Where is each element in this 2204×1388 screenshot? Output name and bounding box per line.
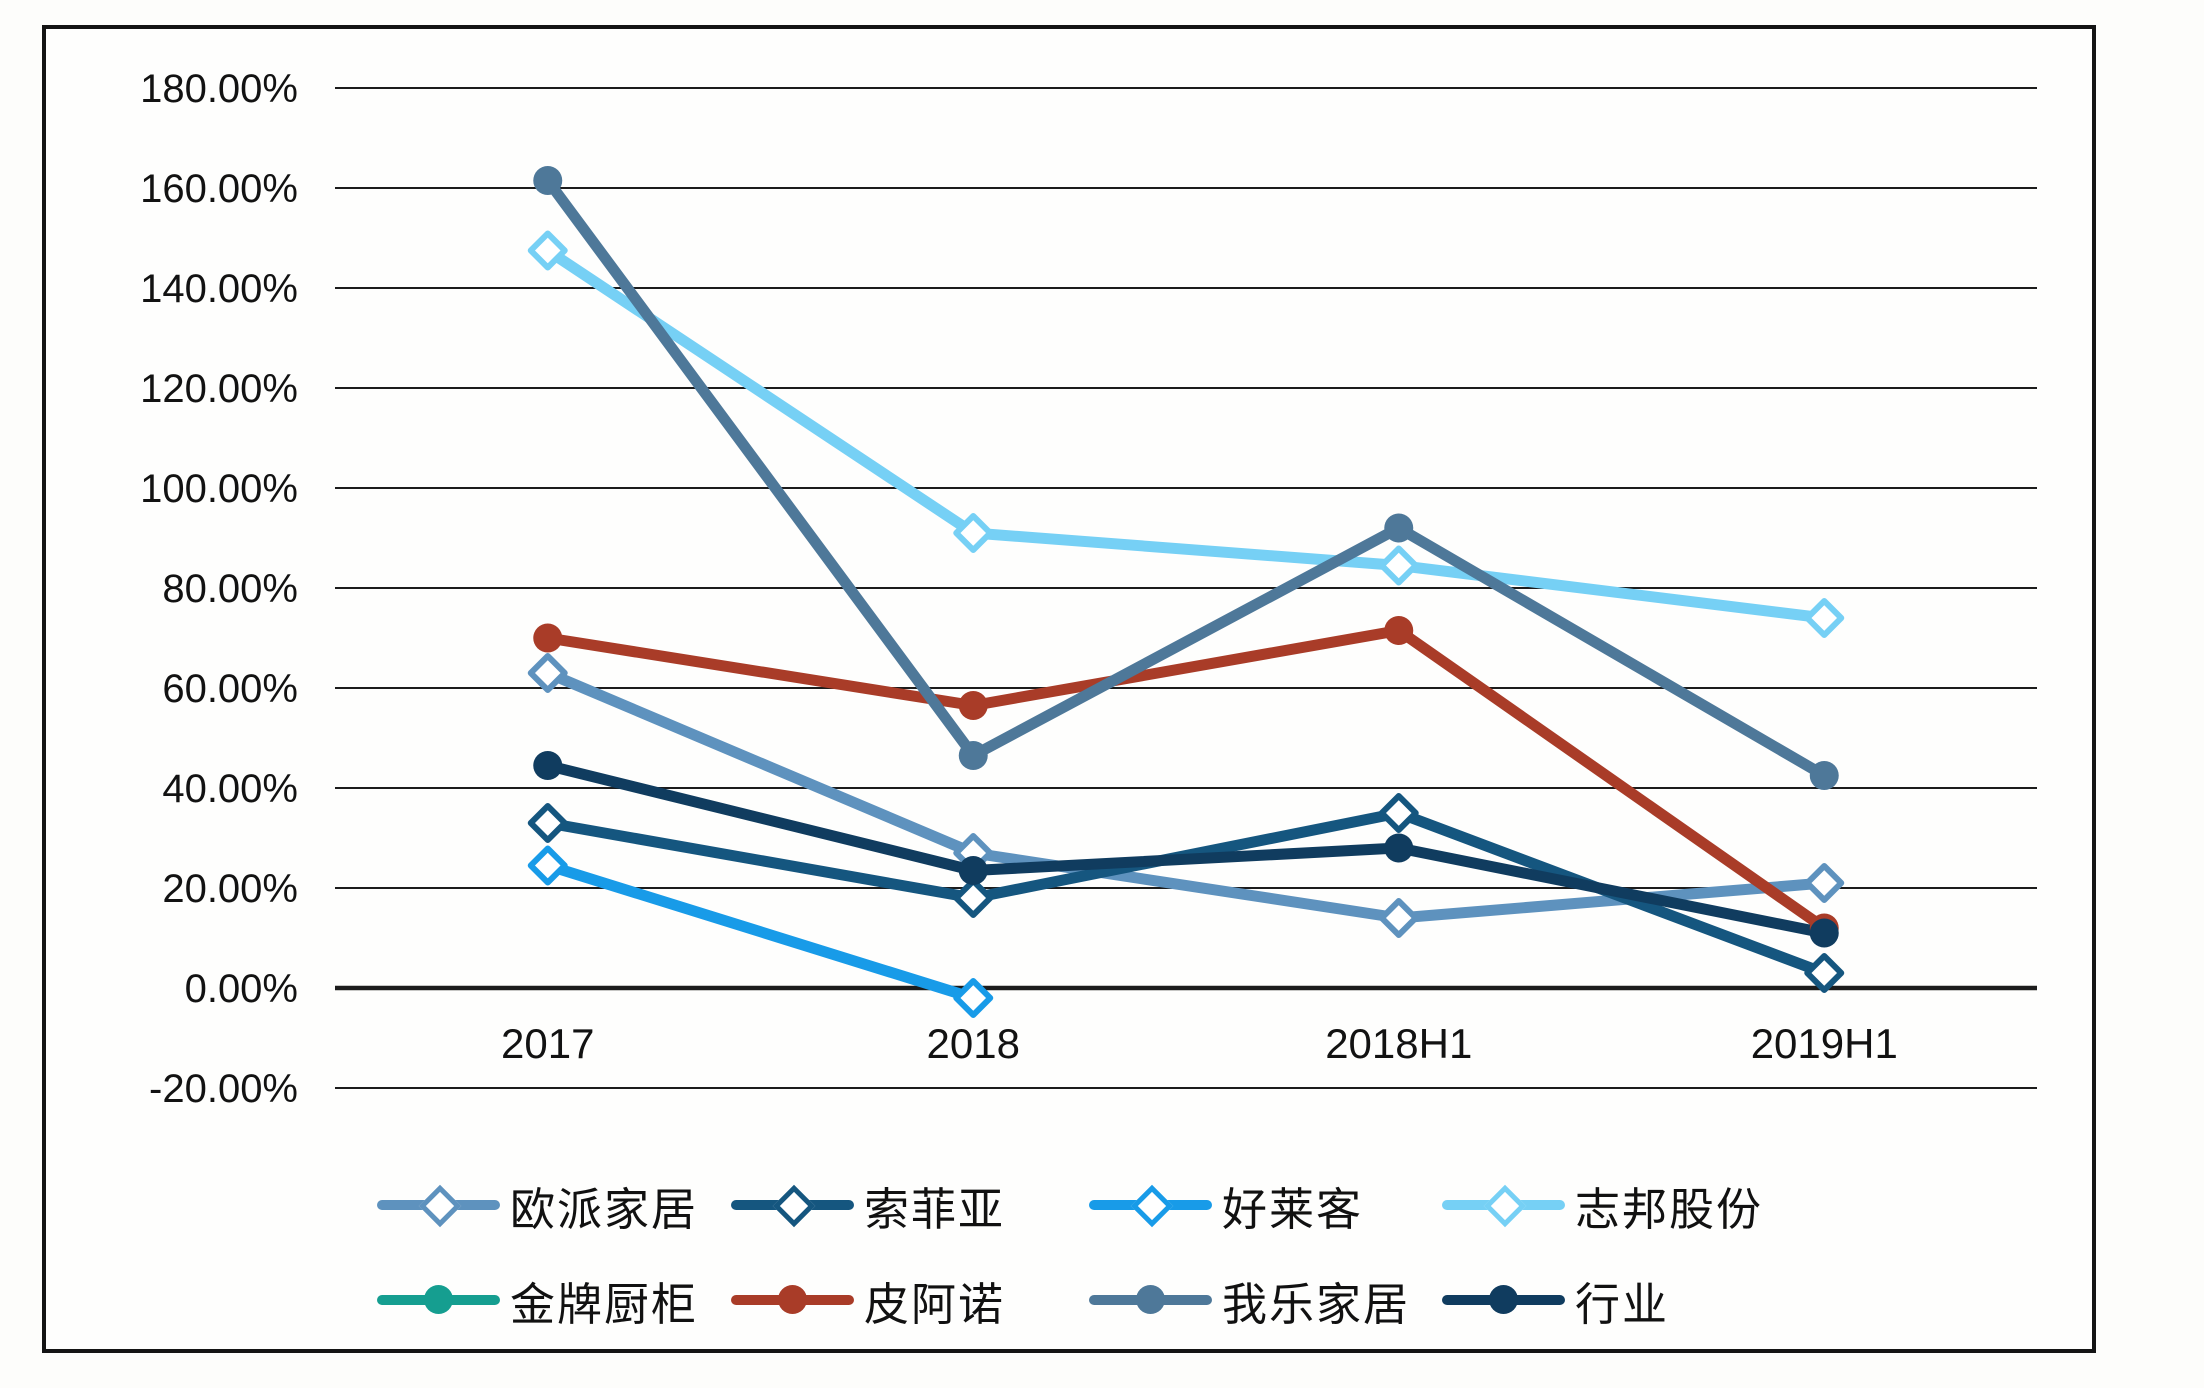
- circle-marker: [1384, 513, 1414, 543]
- circle-marker: [1384, 616, 1414, 645]
- x-axis-category-label: 2017: [501, 1020, 594, 1067]
- legend-marker-diamond-icon: [772, 1184, 816, 1228]
- circle-marker: [533, 623, 563, 653]
- legend-item: 我乐家居: [1089, 1268, 1410, 1332]
- legend-item: 行业: [1442, 1268, 1669, 1332]
- y-axis-tick-label: 120.00%: [140, 367, 298, 411]
- y-axis-tick-label: 0.00%: [185, 967, 298, 1011]
- circle-marker: [958, 741, 988, 770]
- legend-label: 行业: [1575, 1278, 1670, 1330]
- series-line: [542, 667, 1830, 924]
- legend-label: 皮阿诺: [864, 1278, 1006, 1330]
- legend-item: 志邦股份: [1442, 1173, 1763, 1237]
- legend-item: 金牌厨柜: [377, 1268, 698, 1332]
- legend-label: 金牌厨柜: [510, 1278, 699, 1330]
- legend-swatch-diamond-icon: [377, 1173, 500, 1237]
- circle-marker: [958, 691, 988, 720]
- circle-marker: [1809, 761, 1839, 790]
- x-axis-category-label: 2018: [927, 1020, 1020, 1067]
- y-axis-tick-label: 80.00%: [162, 567, 298, 611]
- legend-label: 欧派家居: [510, 1183, 699, 1235]
- y-axis-tick-label: 140.00%: [140, 267, 298, 311]
- legend-item: 欧派家居: [377, 1173, 698, 1237]
- diamond-marker: [1804, 598, 1845, 638]
- y-axis-tick-label: 160.00%: [140, 167, 298, 211]
- diamond-marker: [1804, 863, 1845, 903]
- legend-swatch-circle-icon: [377, 1268, 500, 1332]
- legend-swatch-diamond-icon: [1442, 1173, 1565, 1237]
- y-axis-tick-label: 60.00%: [162, 667, 298, 711]
- legend-marker-diamond-icon: [418, 1184, 462, 1228]
- diamond-marker: [527, 230, 568, 271]
- diamond-marker: [527, 653, 568, 693]
- legend-marker-circle-icon: [1489, 1285, 1518, 1314]
- y-axis-tick-label: 180.00%: [140, 67, 298, 111]
- legend-marker-circle-icon: [424, 1285, 453, 1314]
- diamond-marker: [527, 803, 568, 843]
- legend-item: 好莱客: [1089, 1173, 1363, 1237]
- y-axis-tick-label: -20.00%: [149, 1067, 298, 1111]
- legend-swatch-circle-icon: [1089, 1268, 1212, 1332]
- legend-swatch-circle-icon: [1442, 1268, 1565, 1332]
- x-axis-category-label: 2019H1: [1751, 1020, 1898, 1067]
- circle-marker: [533, 751, 563, 780]
- legend-label: 索菲亚: [864, 1183, 1006, 1235]
- legend-marker-diamond-icon: [1483, 1184, 1527, 1228]
- series-line: [542, 860, 979, 1004]
- legend-swatch-diamond-icon: [731, 1173, 854, 1237]
- legend-label: 好莱客: [1222, 1183, 1364, 1235]
- series-line: [542, 625, 1830, 934]
- y-axis-tick-label: 20.00%: [162, 867, 298, 911]
- y-axis-tick-label: 100.00%: [140, 467, 298, 511]
- diamond-marker: [1378, 793, 1419, 833]
- diamond-marker: [953, 878, 994, 918]
- y-axis-tick-label: 40.00%: [162, 767, 298, 811]
- diamond-marker: [953, 978, 994, 1018]
- legend-item: 皮阿诺: [731, 1268, 1005, 1332]
- series-line: [542, 245, 1830, 624]
- series-line: [542, 760, 1830, 939]
- diamond-marker: [1804, 953, 1845, 993]
- legend-swatch-diamond-icon: [1089, 1173, 1212, 1237]
- x-axis-category-label: 2018H1: [1325, 1020, 1472, 1067]
- legend-marker-circle-icon: [1136, 1285, 1165, 1314]
- circle-marker: [533, 166, 563, 195]
- legend-label: 我乐家居: [1222, 1278, 1411, 1330]
- circle-marker: [958, 856, 988, 885]
- legend-marker-circle-icon: [778, 1285, 807, 1314]
- diamond-marker: [953, 513, 994, 553]
- legend-marker-diamond-icon: [1130, 1184, 1174, 1228]
- series-line: [542, 175, 1830, 781]
- diamond-marker: [1378, 545, 1419, 586]
- legend-swatch-circle-icon: [731, 1268, 854, 1332]
- diamond-marker: [527, 845, 568, 886]
- circle-marker: [1809, 918, 1839, 948]
- legend-item: 索菲亚: [731, 1173, 1005, 1237]
- diamond-marker: [1378, 898, 1419, 938]
- legend-label: 志邦股份: [1575, 1183, 1764, 1235]
- circle-marker: [1384, 833, 1414, 863]
